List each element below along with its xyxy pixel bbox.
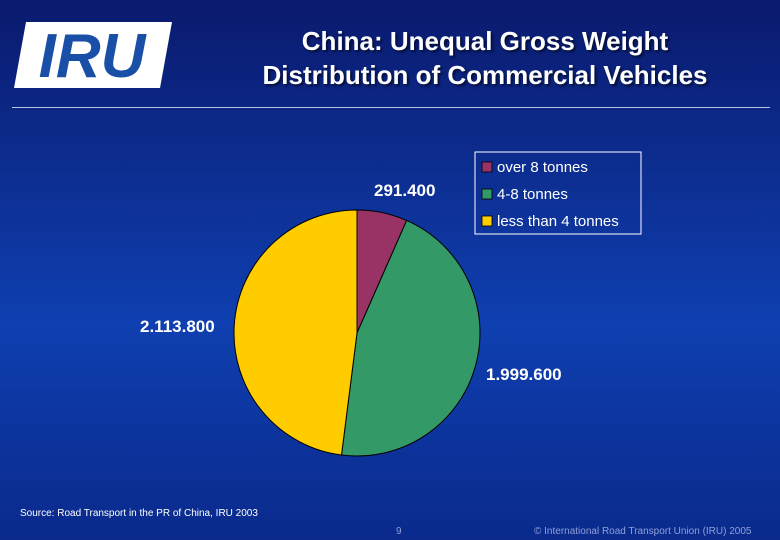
legend-label-less-than-4-tonnes: less than 4 tonnes [497, 213, 619, 230]
pie-slice-4-8-tonnes [340, 219, 481, 457]
source-note: Source: Road Transport in the PR of Chin… [20, 508, 258, 519]
value-label-less-than-4-tonnes: 2.113.800 [140, 317, 215, 336]
legend-swatch-less-than-4-tonnes [481, 215, 493, 227]
title-divider [12, 107, 770, 108]
pie-slice-less-than-4-tonnes [233, 209, 358, 456]
svg-text:IRU: IRU [39, 22, 148, 90]
pie-slices [233, 209, 481, 457]
iru-logo: IRU [14, 22, 172, 90]
copyright-notice: © International Road Transport Union (IR… [534, 526, 752, 537]
value-label-over-8-tonnes: 291.400 [374, 181, 435, 200]
slide-title: China: Unequal Gross Weight Distribution… [230, 24, 740, 92]
legend-label-4-8-tonnes: 4-8 tonnes [497, 186, 568, 203]
legend-swatch-over-8-tonnes [481, 161, 493, 173]
legend: over 8 tonnes 4-8 tonnes less than 4 ton… [474, 151, 642, 235]
page-number: 9 [396, 526, 402, 537]
value-label-4-8-tonnes: 1.999.600 [486, 365, 562, 384]
legend-label-over-8-tonnes: over 8 tonnes [497, 159, 588, 176]
legend-box [474, 151, 642, 235]
title-line-1: China: Unequal Gross Weight [301, 26, 669, 56]
title-line-2: Distribution of Commercial Vehicles [262, 60, 708, 90]
legend-swatch-4-8-tonnes [481, 188, 493, 200]
